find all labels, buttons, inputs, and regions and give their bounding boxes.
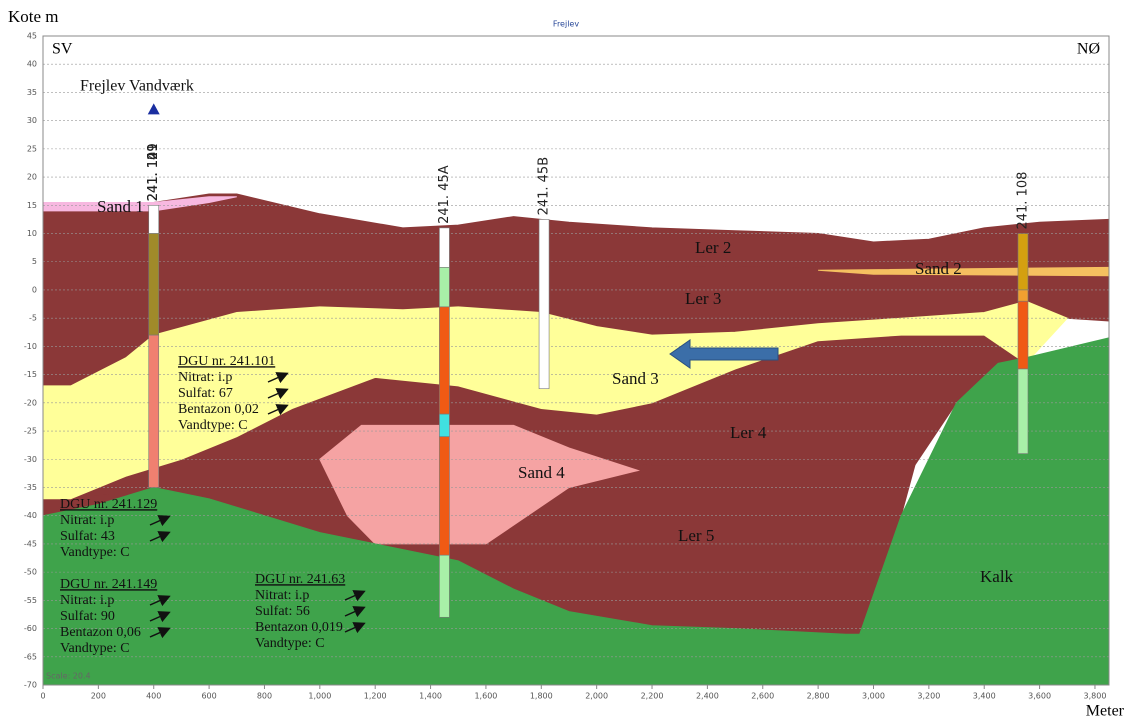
x-tick-label: 400 bbox=[146, 692, 161, 701]
note-line: Sulfat: 90 bbox=[60, 609, 115, 624]
x-tick-label: 2,200 bbox=[641, 692, 664, 701]
y-tick-label: 45 bbox=[27, 32, 37, 41]
y-tick-label: -60 bbox=[24, 624, 37, 633]
borehole-segment bbox=[439, 228, 449, 268]
borehole-segment bbox=[149, 234, 159, 336]
cross-section-chart: -70-65-60-55-50-45-40-35-30-25-20-15-10-… bbox=[0, 0, 1132, 719]
layer-label: Sand 1 bbox=[97, 197, 144, 216]
note-line: Nitrat: i.p bbox=[60, 593, 114, 608]
borehole-segment bbox=[149, 205, 159, 233]
borehole-label: 241. 45A bbox=[437, 165, 452, 224]
borehole-segment bbox=[539, 219, 549, 388]
borehole-label: 241. 45B bbox=[537, 157, 552, 216]
x-tick-label: 3,800 bbox=[1084, 692, 1107, 701]
borehole-label: 241. 149 bbox=[146, 143, 161, 201]
x-tick-label: 3,000 bbox=[862, 692, 885, 701]
note-line: Bentazon 0,019 bbox=[255, 620, 343, 635]
scale-label: Scale: 20.4 bbox=[46, 672, 91, 681]
y-tick-label: 10 bbox=[27, 229, 37, 238]
borehole-segment bbox=[439, 307, 449, 414]
layer-label: Ler 4 bbox=[730, 423, 767, 442]
y-tick-label: -40 bbox=[24, 511, 37, 520]
borehole-label: 241. 108 bbox=[1015, 172, 1030, 230]
left-label: SV bbox=[52, 41, 73, 58]
x-tick-label: 600 bbox=[201, 692, 216, 701]
note-line: Sulfat: 56 bbox=[255, 604, 310, 619]
borehole-segment bbox=[1018, 234, 1028, 290]
y-tick-label: -65 bbox=[24, 652, 37, 661]
y-tick-label: 35 bbox=[27, 88, 37, 97]
note-line: Vandtype: C bbox=[60, 641, 130, 656]
y-tick-label: 20 bbox=[27, 173, 37, 182]
layer-label: Sand 4 bbox=[518, 463, 565, 482]
y-tick-label: -5 bbox=[29, 314, 37, 323]
x-tick-label: 200 bbox=[91, 692, 106, 701]
x-tick-label: 1,800 bbox=[530, 692, 553, 701]
layer-label: Sand 3 bbox=[612, 369, 659, 388]
y-tick-label: 0 bbox=[32, 285, 37, 294]
borehole-segment bbox=[439, 437, 449, 556]
y-tick-label: 25 bbox=[27, 144, 37, 153]
right-label: NØ bbox=[1077, 41, 1100, 58]
x-tick-label: 2,400 bbox=[696, 692, 719, 701]
layer-label: Ler 3 bbox=[685, 289, 721, 308]
layer-label: Kalk bbox=[980, 567, 1014, 586]
x-axis-label: Meter bbox=[1086, 703, 1125, 719]
y-tick-label: 5 bbox=[32, 257, 37, 266]
borehole-segment bbox=[1018, 290, 1028, 301]
borehole-segment bbox=[439, 267, 449, 307]
note-line: Nitrat: i.p bbox=[178, 370, 232, 385]
note-title: DGU nr. 241.63 bbox=[255, 572, 345, 587]
y-tick-label: -70 bbox=[24, 681, 37, 690]
y-tick-label: -35 bbox=[24, 483, 37, 492]
y-tick-label: -10 bbox=[24, 342, 37, 351]
y-tick-label: 30 bbox=[27, 116, 37, 125]
note-line: Vandtype: C bbox=[178, 418, 248, 433]
x-tick-label: 2,000 bbox=[585, 692, 608, 701]
x-tick-label: 1,400 bbox=[419, 692, 442, 701]
note-line: Vandtype: C bbox=[60, 545, 130, 560]
note-line: Bentazon 0,02 bbox=[178, 402, 259, 417]
y-tick-label: 40 bbox=[27, 60, 37, 69]
y-tick-label: -30 bbox=[24, 455, 37, 464]
note-title: DGU nr. 241.149 bbox=[60, 577, 157, 592]
y-tick-label: -50 bbox=[24, 568, 37, 577]
note-line: Nitrat: i.p bbox=[60, 513, 114, 528]
borehole-segment bbox=[149, 335, 159, 487]
x-tick-label: 3,400 bbox=[973, 692, 996, 701]
x-tick-label: 800 bbox=[257, 692, 272, 701]
y-tick-label: -55 bbox=[24, 596, 37, 605]
layer-label: Ler 5 bbox=[678, 526, 714, 545]
borehole-segment bbox=[1018, 301, 1028, 369]
y-tick-label: -25 bbox=[24, 427, 37, 436]
y-axis-label: Kote m bbox=[8, 7, 59, 26]
note-line: Bentazon 0,06 bbox=[60, 625, 141, 640]
y-tick-label: -15 bbox=[24, 370, 37, 379]
layer-label: Ler 2 bbox=[695, 238, 731, 257]
y-tick-label: -45 bbox=[24, 539, 37, 548]
x-tick-label: 1,200 bbox=[364, 692, 387, 701]
layer-label: Sand 2 bbox=[915, 259, 962, 278]
chart-title: Frejlev bbox=[553, 20, 579, 29]
x-tick-label: 1,600 bbox=[474, 692, 497, 701]
waterworks-label: Frejlev Vandværk bbox=[80, 78, 194, 95]
x-tick-label: 0 bbox=[40, 692, 45, 701]
note-line: Sulfat: 67 bbox=[178, 386, 233, 401]
x-tick-label: 3,600 bbox=[1028, 692, 1051, 701]
note-line: Vandtype: C bbox=[255, 636, 325, 651]
note-title: DGU nr. 241.129 bbox=[60, 497, 157, 512]
note-line: Sulfat: 43 bbox=[60, 529, 115, 544]
x-tick-label: 3,200 bbox=[917, 692, 940, 701]
waterworks-marker bbox=[148, 103, 160, 114]
y-tick-label: 15 bbox=[27, 201, 37, 210]
note-title: DGU nr. 241.101 bbox=[178, 354, 275, 369]
note-line: Nitrat: i.p bbox=[255, 588, 309, 603]
x-tick-label: 2,800 bbox=[807, 692, 830, 701]
borehole-segment bbox=[1018, 369, 1028, 454]
x-tick-label: 2,600 bbox=[751, 692, 774, 701]
borehole-segment bbox=[439, 555, 449, 617]
x-tick-label: 1,000 bbox=[308, 692, 331, 701]
y-tick-label: -20 bbox=[24, 398, 37, 407]
borehole-segment bbox=[439, 414, 449, 437]
